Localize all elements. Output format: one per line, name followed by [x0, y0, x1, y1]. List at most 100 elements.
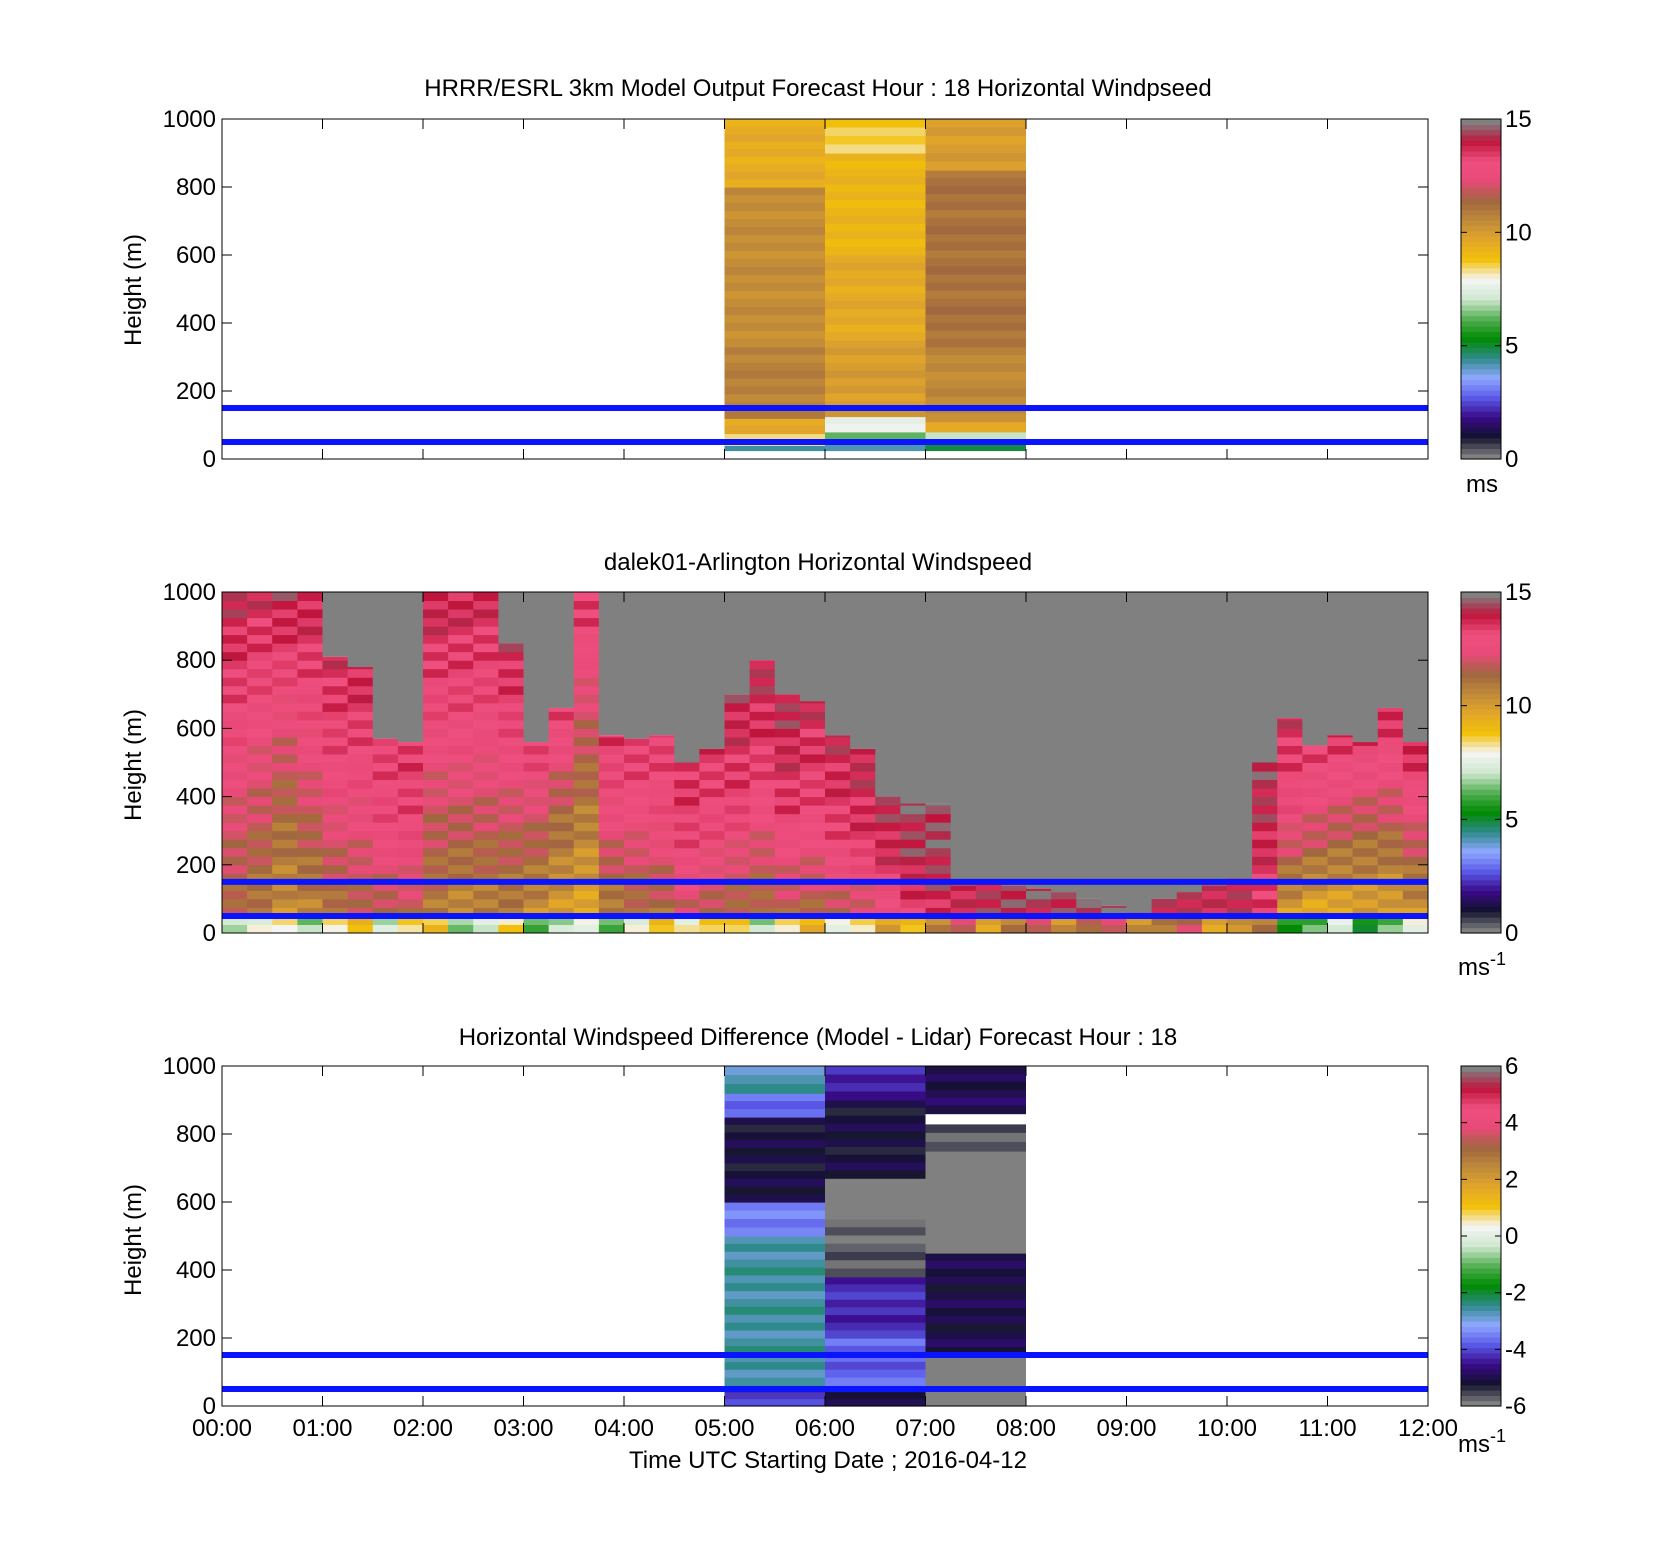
heatmap-cell [372, 796, 399, 806]
x-tick-label: 00:00 [192, 1415, 252, 1442]
heatmap-cell [297, 728, 323, 738]
lidar-panel-title: dalek01-Arlington Horizontal Windspeed [604, 549, 1032, 576]
heatmap-cell [347, 719, 374, 729]
heatmap-cell [799, 907, 826, 917]
heatmap-cell [272, 847, 298, 857]
heatmap-cell [448, 924, 474, 934]
x-tick-label: 12:00 [1398, 1415, 1458, 1442]
heatmap-cell [925, 1221, 1026, 1231]
heatmap-cell [900, 822, 926, 832]
heatmap-cell [322, 788, 349, 798]
model-panel-title: HRRR/ESRL 3km Model Output Forecast Hour… [424, 75, 1211, 102]
heatmap-cell [825, 873, 851, 883]
heatmap-cell [674, 873, 700, 883]
heatmap-cell [573, 592, 600, 602]
colorbar-swatch [1461, 209, 1501, 216]
heatmap-cell [247, 694, 273, 704]
heatmap-cell [1327, 796, 1354, 806]
heatmap-cell [448, 736, 474, 746]
heatmap-cell [423, 753, 449, 763]
colorbar-swatch [1461, 1140, 1501, 1147]
heatmap-cell [523, 881, 550, 891]
heatmap-cell [297, 864, 323, 874]
heatmap-cell [799, 719, 826, 729]
heatmap-cell [473, 736, 499, 746]
heatmap-cell [523, 779, 550, 789]
heatmap-cell [573, 822, 600, 832]
colorbar-swatch [1461, 395, 1501, 402]
heatmap-cell [825, 176, 926, 185]
heatmap-cell [1352, 864, 1379, 874]
heatmap-cell [749, 864, 776, 874]
heatmap-cell [347, 898, 374, 908]
heatmap-cell [900, 873, 926, 883]
colorbar-swatch [1461, 1066, 1501, 1072]
colorbar-swatch [1461, 1225, 1501, 1232]
heatmap-cell [624, 873, 650, 883]
heatmap-cell [799, 779, 826, 789]
heatmap-cell [825, 1162, 926, 1171]
colorbar-swatch [1461, 453, 1501, 460]
heatmap-cell [448, 915, 474, 925]
heatmap-cell [222, 856, 248, 866]
heatmap-cell [975, 907, 1002, 917]
heatmap-cell [674, 881, 700, 891]
heatmap-cell [523, 813, 550, 823]
heatmap-cell [1352, 813, 1379, 823]
heatmap-cell-missing [1302, 592, 1328, 746]
heatmap-cell [825, 200, 926, 209]
heatmap-cell [900, 907, 926, 917]
heatmap-cell [448, 711, 474, 721]
heatmap-cell [1377, 915, 1404, 925]
heatmap-cell [724, 762, 751, 772]
heatmap-cell [448, 660, 474, 670]
heatmap-cell [1402, 771, 1429, 781]
heatmap-cell [473, 677, 499, 687]
heatmap-cell [774, 753, 801, 763]
heatmap-cell [825, 316, 926, 326]
heatmap-cell [850, 839, 876, 849]
heatmap-cell [925, 1182, 1026, 1191]
heatmap-cell [724, 149, 825, 158]
heatmap-cell [825, 1252, 926, 1261]
heatmap-cell [825, 796, 851, 806]
colorbar-swatch [1461, 198, 1501, 205]
colorbar-swatch [1461, 1092, 1501, 1099]
heatmap-cell [1302, 762, 1328, 772]
heatmap-cell [322, 873, 349, 883]
heatmap-cell [448, 651, 474, 661]
heatmap-cell [448, 719, 474, 729]
heatmap-cell [825, 1210, 926, 1220]
heatmap-cell [724, 306, 825, 316]
heatmap-cell [699, 873, 725, 883]
heatmap-cell [1302, 881, 1328, 891]
heatmap-cell [523, 847, 550, 857]
heatmap-cell [649, 779, 675, 789]
heatmap-cell [674, 822, 700, 832]
heatmap-cell [749, 702, 776, 712]
difference-panel-title: Horizontal Windspeed Difference (Model -… [459, 1024, 1178, 1051]
heatmap-cell [1327, 847, 1354, 857]
heatmap-cell [674, 762, 700, 772]
heatmap-cell [825, 771, 851, 781]
colorbar-swatch [1461, 607, 1501, 614]
heatmap-cell [825, 424, 926, 433]
heatmap-cell [774, 839, 801, 849]
heatmap-cell [1051, 915, 1077, 925]
heatmap-cell [473, 813, 499, 823]
heatmap-cell [925, 1339, 1026, 1348]
heatmap-cell [1277, 813, 1303, 823]
heatmap-cell [247, 626, 273, 636]
heatmap-cell [423, 609, 449, 619]
heatmap-cell [925, 1066, 1026, 1075]
heatmap-cell [1402, 847, 1429, 857]
colorbar-swatch [1461, 342, 1501, 349]
heatmap-cell [624, 898, 650, 908]
heatmap-cell [1076, 915, 1102, 925]
heatmap-cell [1101, 907, 1127, 917]
heatmap-cell [724, 1084, 825, 1094]
heatmap-cell [724, 370, 825, 380]
heatmap-cell [724, 378, 825, 388]
heatmap-cell [724, 418, 825, 427]
heatmap-cell [875, 873, 901, 883]
